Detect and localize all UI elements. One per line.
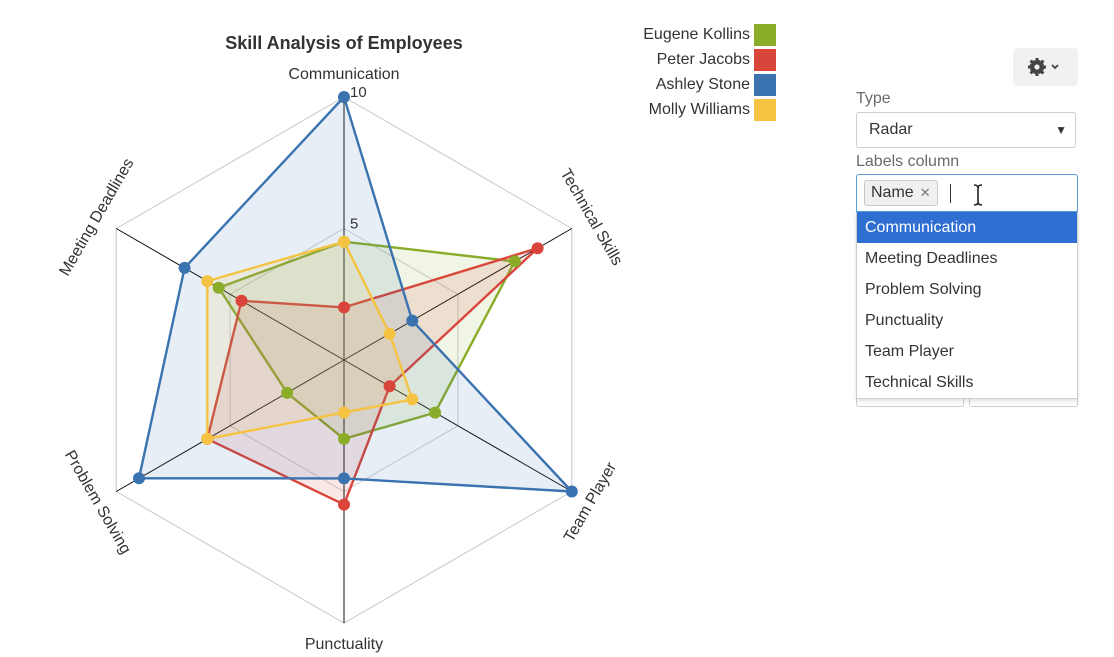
data-point — [406, 314, 419, 327]
data-point — [235, 294, 248, 307]
legend-item[interactable]: Ashley Stone — [600, 72, 776, 97]
data-point — [531, 242, 544, 255]
selected-tag-label: Name — [871, 184, 914, 201]
axis-spoke — [343, 359, 573, 492]
type-select[interactable]: Radar ▼ — [856, 112, 1076, 148]
dropdown-option[interactable]: Communication — [857, 212, 1077, 243]
legend: Eugene Kollins Peter Jacobs Ashley Stone Mo… — [600, 22, 776, 122]
gear-icon — [1027, 58, 1059, 76]
data-point — [133, 472, 145, 485]
series-area — [218, 241, 515, 439]
axis-spoke — [115, 359, 345, 492]
axis-label: Communication — [288, 66, 399, 83]
selected-tag: Name ✕ — [864, 180, 938, 206]
data-point — [212, 281, 225, 294]
dropdown-option[interactable]: Technical Skills — [865, 374, 974, 391]
text-caret — [950, 184, 951, 203]
data-point — [201, 432, 214, 445]
dropdown-option[interactable]: Problem Solving — [865, 281, 982, 298]
data-point — [338, 432, 350, 445]
type-select-value: Radar — [869, 121, 913, 138]
legend-swatch — [754, 98, 776, 121]
tick-label: 5 — [350, 216, 358, 233]
data-point — [383, 380, 396, 393]
data-point — [565, 485, 578, 498]
dropdown-option[interactable]: Meeting Deadlines — [865, 250, 998, 267]
data-point — [338, 472, 350, 485]
hidden-button-left — [856, 396, 964, 407]
data-point — [178, 261, 191, 274]
legend-item[interactable]: Eugene Kollins — [600, 22, 776, 47]
dropdown-option[interactable]: Punctuality — [865, 312, 944, 329]
series-area — [139, 97, 572, 492]
data-point — [338, 498, 350, 511]
axis-spoke — [115, 228, 345, 361]
data-point — [281, 386, 294, 399]
axis-label: Team Player — [561, 459, 621, 545]
hidden-button-right — [969, 396, 1078, 407]
type-label: Type — [856, 90, 891, 107]
data-point — [338, 235, 350, 248]
axis-label: Meeting Deadlines — [56, 156, 137, 279]
data-point — [201, 275, 214, 288]
legend-label: Eugene Kollins — [643, 25, 750, 43]
axis-label: Problem Solving — [61, 448, 134, 557]
chevron-down-icon — [1050, 64, 1059, 70]
data-point — [406, 393, 419, 406]
dropdown-arrow-icon: ▼ — [1055, 123, 1067, 137]
axis-label: Technical Skills — [557, 166, 626, 268]
data-point — [383, 327, 396, 340]
data-point — [429, 406, 442, 419]
data-point — [338, 406, 350, 419]
remove-tag-icon[interactable]: ✕ — [919, 185, 931, 200]
legend-item[interactable]: Peter Jacobs — [600, 47, 776, 72]
labels-column-dropdown: Communication Meeting Deadlines Problem So… — [856, 212, 1078, 399]
series-area — [207, 241, 413, 439]
legend-label: Molly Williams — [648, 100, 750, 118]
chart-title: Skill Analysis of Employees — [225, 33, 462, 53]
data-point — [338, 91, 350, 103]
legend-label: Ashley Stone — [655, 75, 750, 93]
tick-label: 10 — [350, 84, 367, 101]
labels-column-input[interactable]: Name ✕ — [856, 174, 1078, 212]
labels-column-label: Labels column — [856, 153, 960, 170]
legend-swatch — [754, 73, 776, 96]
legend-item[interactable]: Molly Williams — [600, 97, 776, 122]
data-point — [508, 255, 521, 268]
data-point — [338, 301, 350, 314]
legend-swatch — [754, 48, 776, 71]
legend-swatch — [754, 23, 776, 46]
dropdown-option[interactable]: Team Player — [865, 343, 954, 360]
text-cursor-icon — [973, 184, 983, 206]
legend-label: Peter Jacobs — [656, 50, 750, 68]
settings-button[interactable] — [1013, 48, 1078, 86]
series-area — [207, 248, 538, 505]
axis-label: Punctuality — [305, 636, 383, 653]
